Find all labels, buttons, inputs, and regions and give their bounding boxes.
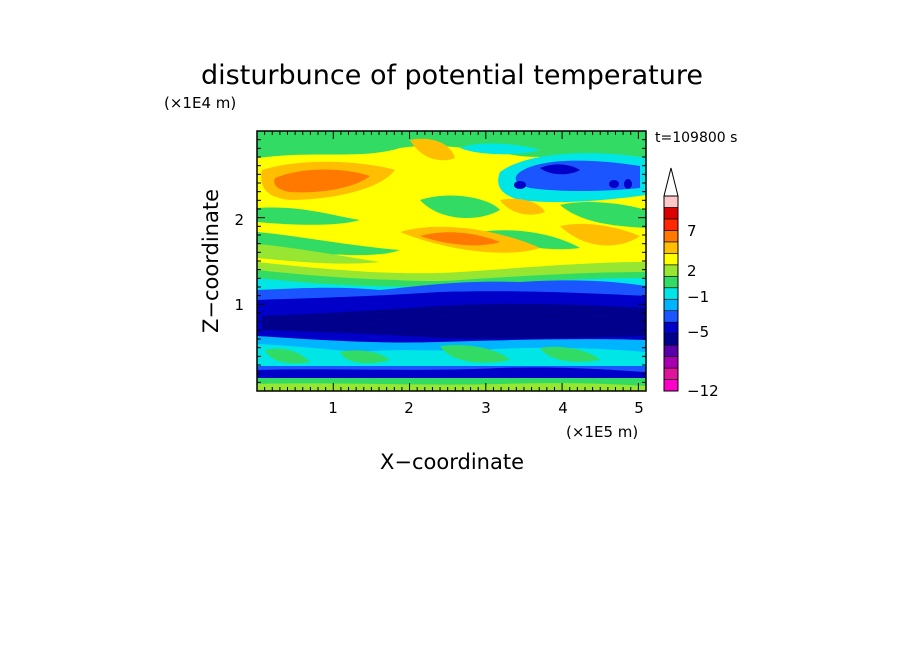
x-tick-labels: 1 2 3 4 5: [328, 399, 644, 417]
x-tick-label: 2: [404, 399, 414, 417]
y-tick-label: 2: [234, 211, 244, 229]
colorbar-swatch: [663, 230, 679, 243]
y-tick-labels: 1 2: [234, 211, 244, 314]
colorbar-swatch: [663, 367, 679, 380]
colorbar-swatch: [663, 333, 679, 346]
colorbar-swatch: [663, 253, 679, 266]
colorbar-extend-arrow: [663, 167, 679, 197]
axis-ticks: [257, 131, 647, 391]
x-tick-label: 1: [328, 399, 338, 417]
colorbar-swatch: [663, 344, 679, 357]
colorbar-tick-label: 7: [687, 222, 697, 240]
colorbar-swatch: [663, 275, 679, 289]
time-label: t=109800 s: [655, 130, 737, 146]
y-axis-unit: (×1E4 m): [164, 94, 236, 112]
colorbar-swatch: [663, 379, 679, 392]
x-axis-label: X−coordinate: [380, 450, 524, 474]
colorbar-swatch: [663, 264, 679, 277]
x-tick-label: 5: [634, 399, 644, 417]
chart-title: disturbunce of potential temperature: [201, 60, 703, 91]
colorbar-swatch: [663, 218, 679, 231]
colorbar-tick-label: −12: [687, 382, 719, 400]
y-axis-label: Z−coordinate: [199, 189, 223, 333]
colorbar-swatch: [663, 298, 679, 312]
colorbar-swatch: [663, 321, 679, 334]
colorbar-tick-label: −5: [687, 323, 709, 341]
x-tick-label: 3: [481, 399, 491, 417]
colorbar-tick-label: 2: [687, 262, 697, 280]
colorbar-swatch: [663, 356, 679, 369]
colorbar-swatch: [663, 310, 679, 323]
y-tick-label: 1: [234, 296, 244, 314]
colorbar-swatch: [663, 287, 679, 300]
colorbar-frame: [663, 195, 679, 392]
colorbar-swatch: [663, 241, 679, 254]
x-axis-unit: (×1E5 m): [566, 423, 638, 441]
colorbar-swatch: [663, 195, 679, 208]
contour-field: [257, 131, 646, 391]
colorbar-swatch: [663, 207, 679, 220]
x-tick-label: 4: [558, 399, 568, 417]
colorbar: 7 2 −1 −5 −12: [663, 167, 719, 400]
colorbar-tick-label: −1: [687, 288, 709, 306]
